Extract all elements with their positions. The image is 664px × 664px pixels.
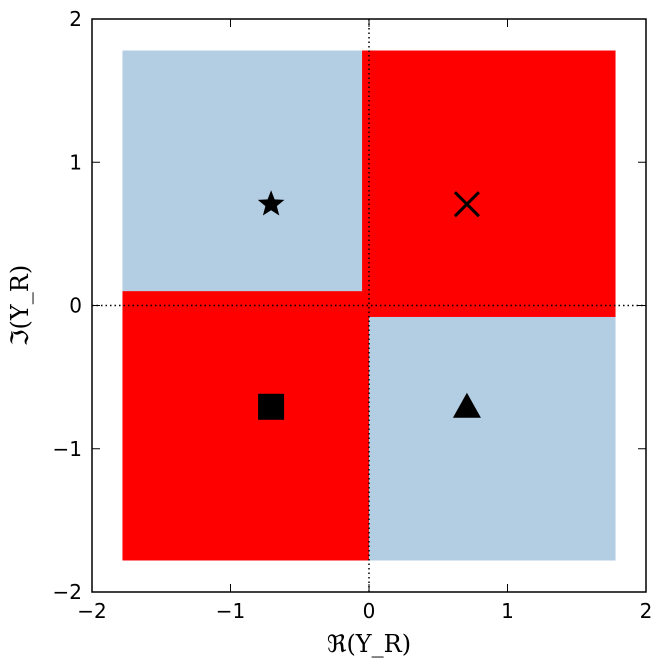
y-tick-label: −2 (53, 580, 82, 604)
y-tick-label: −1 (53, 437, 82, 461)
plot-area (92, 19, 646, 592)
red-region-2 (122, 291, 369, 561)
x-tick-label: 1 (501, 599, 514, 623)
axis-labels: ℜ(Y_R) ℑ(Y_R) (6, 265, 411, 658)
x-tick-label: −1 (216, 599, 245, 623)
axes: −2 −1 0 1 2 −2 −1 0 1 2 (53, 7, 653, 623)
y-tick-label: 2 (69, 7, 82, 31)
square-marker (258, 393, 285, 420)
x-marker-stroke (453, 191, 480, 218)
triangle-marker (452, 392, 481, 418)
red-region-1 (362, 50, 616, 317)
y-tick-label: 1 (69, 150, 82, 174)
x-tick-label: 0 (363, 599, 376, 623)
x-tick-label: 2 (640, 599, 653, 623)
x-marker (453, 191, 480, 218)
y-tick-label: 0 (69, 294, 82, 318)
x-axis-label: ℜ(Y_R) (327, 630, 411, 658)
y-axis-label: ℑ(Y_R) (6, 265, 34, 346)
star-marker (257, 190, 285, 216)
x-tick-label: −2 (77, 599, 106, 623)
